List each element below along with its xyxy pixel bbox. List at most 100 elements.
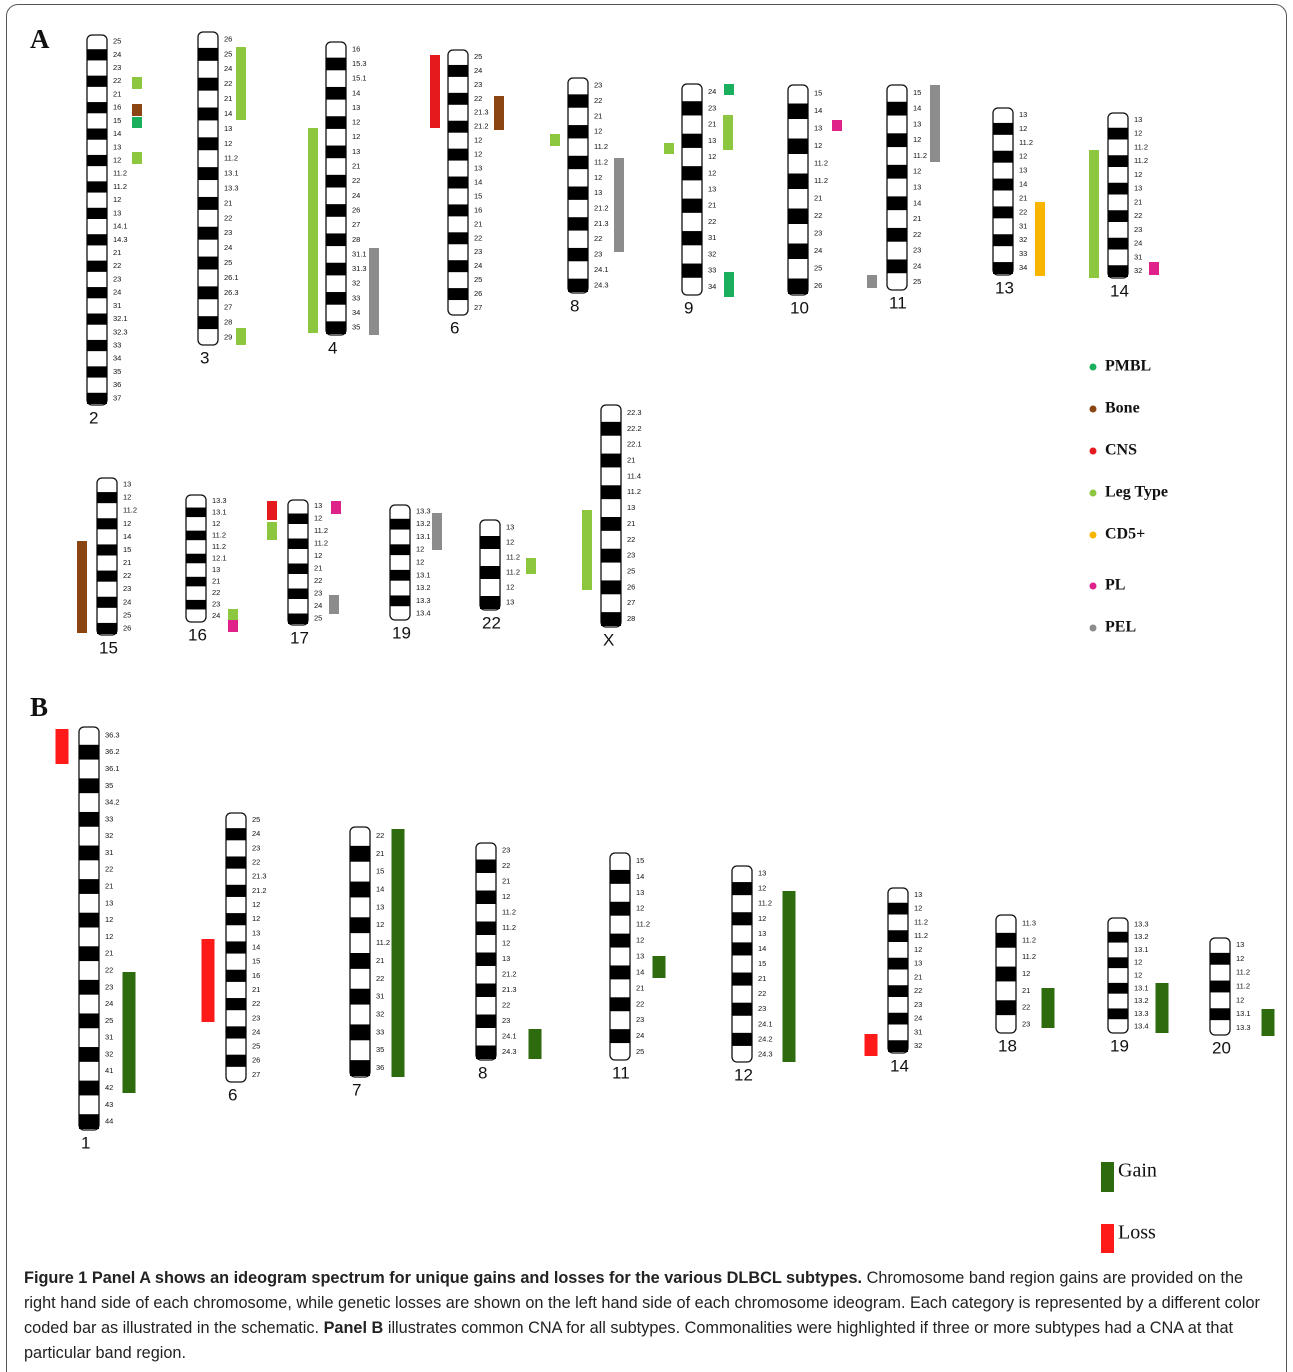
band-label: 23	[314, 589, 322, 598]
panel-label: A	[30, 24, 50, 54]
band-label: 25	[627, 566, 635, 575]
band-label: 13.3	[416, 506, 431, 515]
band-label: 21	[636, 983, 644, 992]
region-bar	[723, 115, 733, 150]
chromosome-number: 3	[200, 348, 209, 367]
band-label: 11.2	[1236, 968, 1250, 977]
page: A B 2524232221161514131211.211.2121314.1…	[0, 0, 1293, 1372]
band	[198, 316, 218, 329]
legend-label: CD5+	[1105, 526, 1145, 543]
band	[887, 196, 907, 210]
band-label: 24	[474, 261, 482, 270]
band-label: 34	[113, 354, 121, 363]
band-label: 12	[913, 135, 921, 144]
band-label: 13	[352, 103, 360, 112]
band	[1108, 983, 1128, 994]
band	[326, 146, 346, 159]
band-label: 13	[814, 124, 822, 133]
band-label: 11.2	[212, 530, 226, 539]
band	[198, 197, 218, 210]
band-label: 11.2	[1022, 935, 1036, 944]
band-label: 12	[502, 892, 510, 901]
band	[198, 167, 218, 180]
region-bar	[1149, 262, 1159, 275]
caption-lead: Figure 1 Panel A shows an ideogram spect…	[24, 1269, 862, 1287]
region-bar	[308, 128, 318, 333]
band-label: 32	[708, 249, 716, 258]
band-label: 28	[627, 614, 635, 623]
band	[1210, 1008, 1230, 1020]
band-label: 28	[352, 235, 360, 244]
band-label: 13	[1019, 166, 1027, 175]
band-label: 13	[212, 565, 220, 574]
band	[326, 321, 346, 334]
band-label: 12	[105, 915, 113, 924]
band-label: 21.2	[502, 970, 517, 979]
band	[1108, 1008, 1128, 1019]
band-label: 25	[224, 49, 232, 58]
band	[198, 257, 218, 270]
band-label: 27	[474, 303, 482, 312]
band	[79, 913, 99, 928]
band-label: 26	[627, 582, 635, 591]
chromosome-number: 18	[998, 1036, 1017, 1055]
band	[888, 903, 908, 915]
band	[993, 179, 1013, 191]
band-label: 11.2	[212, 542, 226, 551]
chromosome-number: 9	[684, 298, 693, 317]
band-label: 32	[1134, 266, 1142, 275]
band	[288, 614, 308, 625]
region-bar	[865, 1034, 878, 1056]
band-label: 34	[352, 308, 360, 317]
band-label: 31	[376, 992, 384, 1001]
band-label: 13.2	[416, 519, 431, 528]
band	[326, 263, 346, 276]
band-label: 36	[376, 1063, 384, 1072]
band	[326, 292, 346, 305]
band	[226, 828, 246, 840]
band-label: 28	[224, 318, 232, 327]
band-label: 14	[252, 942, 260, 951]
band	[226, 913, 246, 925]
band-label: 11.2	[113, 169, 127, 178]
band-label: 42	[105, 1083, 113, 1092]
legend-marker	[1090, 490, 1097, 497]
band-label: 24.1	[594, 265, 609, 274]
band	[97, 597, 117, 608]
band-label: 21	[914, 972, 922, 981]
band	[448, 65, 468, 77]
band	[87, 49, 107, 60]
band-label: 11.2	[1134, 156, 1148, 165]
band	[788, 174, 808, 190]
band	[610, 902, 630, 916]
band-label: 12	[352, 118, 360, 127]
chromosome-number: X	[603, 630, 614, 649]
band-label: 25	[474, 275, 482, 284]
band	[97, 571, 117, 582]
chromosome-number: 19	[392, 623, 411, 642]
band	[87, 261, 107, 272]
band	[186, 554, 206, 564]
region-bar	[832, 120, 842, 131]
band-label: 21	[224, 198, 232, 207]
band-label: 21	[502, 877, 510, 886]
band	[887, 165, 907, 179]
band-label: 32	[914, 1041, 922, 1050]
band-label: 12	[914, 904, 922, 913]
band-label: 13	[352, 147, 360, 156]
band-label: 23	[913, 246, 921, 255]
band-label: 26	[814, 281, 822, 290]
band-label: 12.1	[212, 553, 227, 562]
chromosome-number: 14	[890, 1056, 909, 1075]
band	[682, 166, 702, 180]
band-label: 13	[1236, 940, 1244, 949]
band-label: 21	[708, 120, 716, 129]
band-label: 23	[627, 551, 635, 560]
band-label: 31	[105, 848, 113, 857]
band-label: 12	[914, 945, 922, 954]
region-bar	[664, 143, 674, 154]
band-label: 13	[506, 597, 514, 606]
band-label: 13	[252, 928, 260, 937]
chromosome-number: 2	[89, 408, 98, 427]
band-label: 12	[376, 920, 384, 929]
